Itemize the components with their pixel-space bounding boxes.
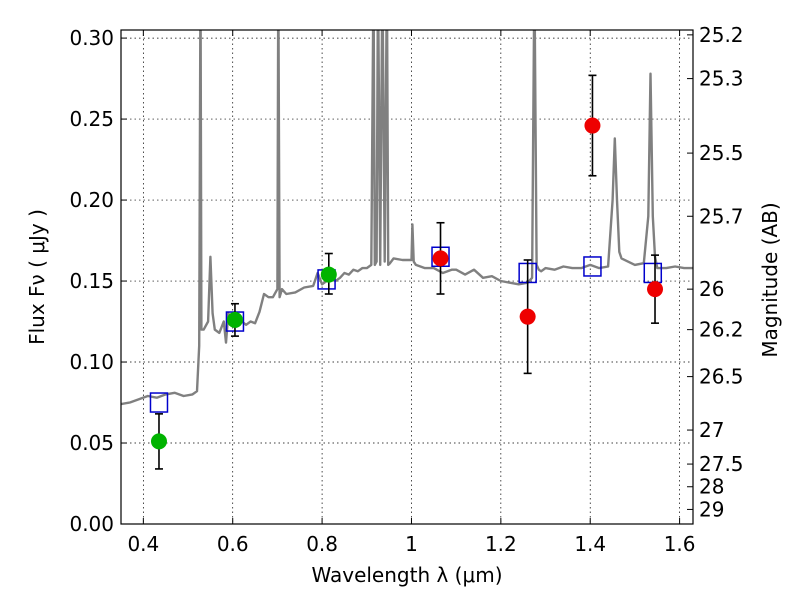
right-tick-label: 25.5 [699, 141, 744, 165]
spectrum-line [121, 30, 693, 406]
observed-red-point [432, 250, 449, 267]
model-square-point [583, 256, 602, 277]
x-tick-label: 1.2 [485, 532, 517, 556]
x-axis-title: Wavelength λ (μm) [311, 563, 502, 587]
right-tick-label: 25.2 [699, 23, 744, 47]
observed-green-point [150, 433, 167, 450]
observed-red-point [519, 308, 536, 325]
y-axis-title: Flux Fν ( μJy ) [25, 209, 49, 345]
y-tick-label: 0.25 [69, 107, 114, 131]
right-tick-label: 29 [699, 497, 724, 521]
x-tick-label: 0.4 [127, 532, 159, 556]
right-tick-label: 26.5 [699, 365, 744, 389]
x-tick-label: 0.6 [217, 532, 249, 556]
y-tick-label: 0.10 [69, 350, 114, 374]
right-tick-label: 26.2 [699, 318, 744, 342]
observed-red-point [647, 281, 664, 298]
observed-green-point [320, 266, 337, 283]
x-tick-label: 0.8 [306, 532, 338, 556]
right-tick-label: 27 [699, 418, 724, 442]
plot-frame [120, 29, 694, 525]
x-axis: 0.4 0.6 0.8 1 1.2 1.4 1.6 [127, 30, 696, 556]
plot-area [121, 30, 693, 470]
right-tick-label: 25.3 [699, 67, 744, 91]
x-tick-label: 1 [405, 532, 418, 556]
observed-green-point [226, 311, 243, 328]
model-square-point [149, 392, 169, 413]
y-tick-label: 0.20 [69, 188, 114, 212]
y-axis-right-title: Magnitude (AB) [758, 202, 782, 357]
observed-red-point [584, 117, 601, 134]
right-tick-label: 26 [699, 277, 724, 301]
x-tick-label: 1.6 [664, 532, 696, 556]
x-tick-label: 1.4 [574, 532, 606, 556]
y-tick-label: 0.30 [69, 26, 114, 50]
y-tick-label: 0.00 [69, 512, 114, 536]
right-tick-label: 28 [699, 475, 724, 499]
y-axis-left: 0.00 0.05 0.10 0.15 0.20 0.25 0.30 [69, 26, 127, 536]
right-tick-label: 25.7 [699, 204, 744, 228]
y-tick-label: 0.05 [69, 431, 114, 455]
right-tick-label: 27.5 [699, 452, 744, 476]
y-tick-label: 0.15 [69, 269, 114, 293]
